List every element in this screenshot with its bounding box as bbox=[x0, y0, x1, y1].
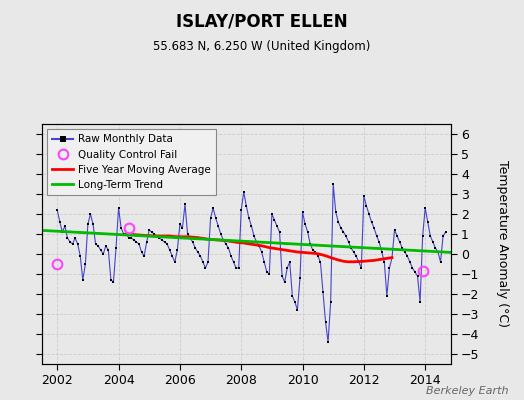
Legend: Raw Monthly Data, Quality Control Fail, Five Year Moving Average, Long-Term Tren: Raw Monthly Data, Quality Control Fail, … bbox=[47, 129, 216, 195]
Y-axis label: Temperature Anomaly (°C): Temperature Anomaly (°C) bbox=[496, 160, 509, 328]
Text: 55.683 N, 6.250 W (United Kingdom): 55.683 N, 6.250 W (United Kingdom) bbox=[154, 40, 370, 53]
Text: Berkeley Earth: Berkeley Earth bbox=[426, 386, 508, 396]
Text: ISLAY/PORT ELLEN: ISLAY/PORT ELLEN bbox=[176, 12, 348, 30]
